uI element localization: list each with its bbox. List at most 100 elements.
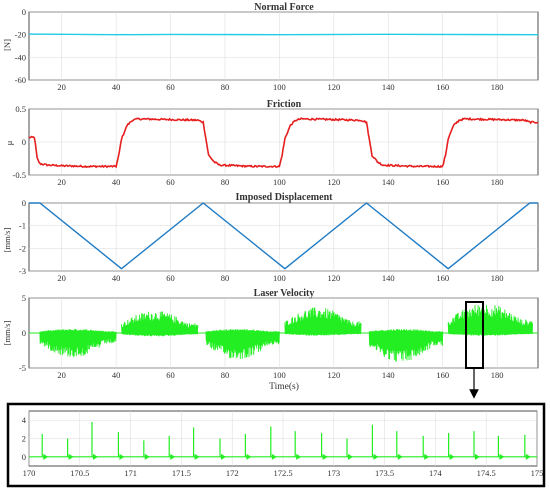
x-tick-label: 180	[491, 370, 504, 380]
spike-ringdown	[424, 453, 430, 460]
spike-ringdown	[373, 453, 379, 460]
x-tick-label: 170.5	[70, 468, 89, 478]
y-axis-label-normal-force: [N]	[2, 39, 12, 51]
y-tick-label: -5	[19, 363, 26, 373]
x-tick-label: 40	[112, 370, 121, 380]
panel-friction: 20 40 60 80 100 120 140 160 180 0.5 0 -0.5	[13, 104, 539, 187]
series-burst-6	[447, 304, 534, 336]
y-tick-label: -2	[19, 243, 26, 253]
x-tick-label: 60	[166, 82, 175, 92]
x-tick-label: 160	[436, 82, 449, 92]
spike-ringdown	[43, 453, 49, 460]
x-tick-label: 175	[531, 468, 544, 478]
spike-ringdown	[119, 453, 125, 460]
x-tick-label: 20	[57, 177, 66, 187]
y-tick-label: 2	[22, 434, 26, 444]
spike-ringdown	[525, 453, 531, 460]
y-tick-label: 0	[22, 137, 26, 147]
spike-ringdown	[194, 453, 200, 460]
x-tick-label: 140	[382, 370, 395, 380]
y-tick-label: 0	[22, 198, 26, 208]
x-tick-label: 80	[221, 177, 230, 187]
zoom-region-box	[465, 301, 484, 369]
spike-ringdown	[170, 453, 176, 460]
spike-ringdown	[246, 453, 252, 460]
series-burst-4	[284, 307, 362, 336]
panel-title-normal-force: Normal Force	[254, 2, 314, 13]
panel-title-imposed-displacement: Imposed Displacement	[236, 192, 334, 203]
x-tick-label: 160	[436, 273, 449, 283]
spike-ringdown	[68, 453, 74, 460]
x-tick-label: 120	[327, 370, 340, 380]
x-tick-label: 140	[382, 177, 395, 187]
x-tick-label: 120	[327, 82, 340, 92]
x-tick-label: 180	[491, 273, 504, 283]
series-burst-1	[39, 328, 117, 357]
spike-ringdown	[144, 453, 150, 460]
y-axis-label-imposed-displacement: [mm/s]	[2, 228, 12, 253]
x-tick-label: 172	[226, 468, 239, 478]
y-tick-label: -40	[15, 52, 26, 62]
x-tick-label: 100	[273, 82, 286, 92]
spike-ringdown	[271, 453, 277, 460]
x-tick-label: 173.5	[375, 468, 394, 478]
x-tick-label: 180	[491, 177, 504, 187]
x-tick-label: 160	[436, 370, 449, 380]
y-tick-label: -1	[19, 221, 26, 231]
y-tick-label: -3	[19, 266, 26, 276]
series-line-imposed-displacement	[29, 202, 538, 270]
panel-zoom-laser-velocity: 170 170.5 171 171.5 172 172.5 173 173.5 174 174.5…	[22, 410, 544, 478]
x-tick-label: 60	[166, 370, 175, 380]
x-tick-label: 174.5	[477, 468, 496, 478]
y-tick-label: -20	[15, 30, 26, 40]
y-tick-label: 0.5	[15, 104, 26, 114]
series-burst-3	[205, 328, 280, 360]
x-tick-label: 40	[112, 82, 121, 92]
series-burst-2	[121, 311, 199, 337]
x-tick-label: 60	[166, 177, 175, 187]
y-tick-label: 5	[22, 293, 26, 303]
y-tick-label: 0	[22, 7, 26, 17]
x-tick-label: 60	[166, 273, 175, 283]
y-tick-label: 0	[22, 328, 26, 338]
panel-title-friction: Friction	[267, 99, 302, 110]
spike-ringdown	[449, 453, 455, 460]
panel-laser-velocity: 20 40 60 80 100 120 140 160 180 5 0 -5	[19, 293, 539, 380]
x-tick-label: 180	[491, 82, 504, 92]
spike-ringdown	[499, 453, 505, 460]
spike-ringdown	[221, 453, 227, 460]
x-tick-label: 174	[429, 468, 443, 478]
x-tick-label: 20	[57, 273, 66, 283]
series-line-normal-force	[28, 33, 539, 36]
spike-ringdown	[322, 453, 328, 460]
spike-ringdown	[348, 453, 354, 460]
x-tick-label: 100	[273, 273, 286, 283]
panel-imposed-displacement: 20 40 60 80 100 120 140 160 180 0 -1 -2 -3	[19, 198, 539, 283]
x-tick-label: 20	[57, 370, 66, 380]
x-tick-label: 80	[221, 82, 230, 92]
y-tick-label: 4	[22, 415, 27, 425]
panel-title-laser-velocity: Laser Velocity	[254, 288, 315, 299]
x-tick-label: 140	[382, 273, 395, 283]
x-tick-label: 20	[57, 82, 66, 92]
x-tick-label: 120	[327, 177, 340, 187]
zoom-panel-border	[6, 402, 546, 488]
x-tick-label: 40	[112, 273, 121, 283]
y-tick-label: -0.5	[13, 170, 26, 180]
plot-area-normal-force	[28, 11, 539, 81]
panel-normal-force: 20 40 60 80 100 120 140 160 180 0 -20 -40 -60	[15, 7, 539, 92]
x-tick-label: 100	[273, 177, 286, 187]
y-axis-label-laser-velocity: [mm/s]	[2, 321, 12, 346]
series-line-friction	[28, 116, 539, 169]
x-tick-label: 173	[327, 468, 340, 478]
x-tick-label: 80	[221, 273, 230, 283]
spike-ringdown	[296, 453, 302, 460]
x-tick-label: 120	[327, 273, 340, 283]
x-tick-label: 100	[273, 370, 286, 380]
spike-ringdown	[397, 453, 403, 460]
y-tick-label: 0	[22, 452, 26, 462]
x-axis-label-time: Time(s)	[269, 381, 299, 392]
x-tick-label: 172.5	[273, 468, 292, 478]
y-axis-label-friction: μ	[4, 140, 14, 145]
